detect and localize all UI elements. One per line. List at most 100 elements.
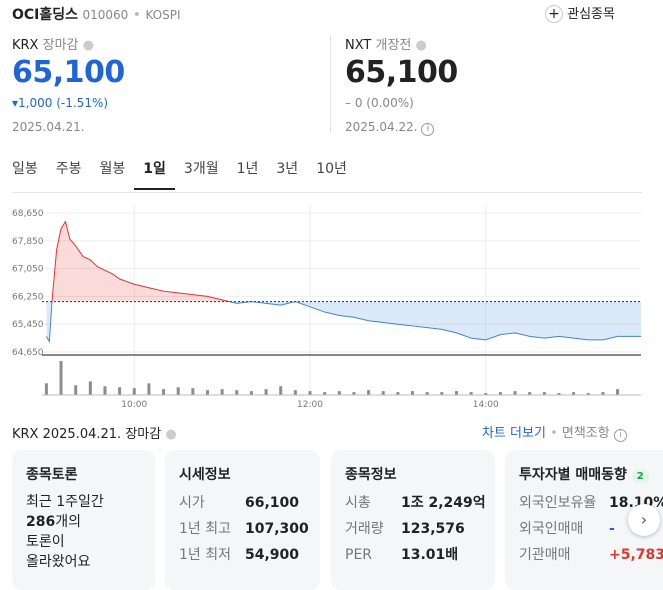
tab[interactable]: 3개월: [183, 161, 219, 177]
info-row: PER 13.01배: [345, 544, 458, 564]
row-value: -: [609, 521, 615, 537]
krx-market: KRX: [12, 38, 39, 53]
disclaimer[interactable]: 면책조항: [561, 426, 610, 441]
x-tick-label: 10:00: [121, 400, 147, 410]
chart-more[interactable]: 차트 더보기: [482, 426, 546, 441]
card-title: 종목정보: [345, 467, 397, 483]
info-row: 시총 1조 2,249억: [345, 492, 486, 512]
tab[interactable]: 1년: [236, 161, 259, 177]
tabs-divider: [12, 192, 642, 193]
volume-bar: [249, 391, 253, 395]
row-label: 1년 최고: [179, 521, 231, 537]
tab[interactable]: 주봉: [55, 161, 82, 177]
volume-bar: [279, 386, 283, 395]
volume-bar: [205, 390, 209, 395]
tab[interactable]: 일봉: [12, 161, 38, 177]
krx-price: 65,100: [12, 55, 125, 90]
y-tick-label: 68,650: [12, 209, 44, 219]
nxt-label: NXT 개장전 ●: [345, 38, 427, 53]
stock-name: OCI홀딩스: [12, 7, 79, 23]
volume-bar: [337, 391, 341, 395]
tab[interactable]: 10년: [316, 161, 347, 177]
krx-change-pct: (-1.51%): [56, 96, 109, 110]
row-label: 거래량: [345, 521, 384, 537]
text: 토론이: [26, 534, 65, 550]
volume-bar: [601, 392, 605, 395]
info-row: 1년 최고 107,300: [179, 518, 309, 538]
area-fill: [46, 301, 641, 342]
text: 올라왔어요: [26, 554, 91, 570]
volume-bar: [44, 383, 48, 395]
next-button[interactable]: ›: [628, 504, 660, 536]
period-tabs: 일봉 주봉 월봉 1일 3개월 1년 3년 10년: [12, 158, 356, 190]
row-value: 13.01배: [401, 547, 459, 563]
price-line: [51, 220, 297, 302]
y-tick-label: 65,450: [12, 320, 44, 330]
row-label: PER: [345, 547, 373, 563]
info-row: 기관매매 +5,783: [519, 544, 663, 564]
y-tick-label: 66,250: [12, 292, 44, 302]
info-row: 외국인매매 -: [519, 518, 615, 538]
row-value: 107,300: [245, 521, 309, 537]
volume-bar: [103, 386, 107, 395]
info-row: 거래량 123,576: [345, 518, 465, 538]
volume-bar: [264, 389, 268, 395]
badge: 2: [631, 470, 649, 483]
info-row: 시가 66,100: [179, 492, 299, 512]
volume-bar: [367, 390, 371, 395]
volume-bar: [440, 392, 444, 395]
nxt-change-pct: (0.00%): [366, 96, 414, 110]
header: OCI홀딩스 010060 • KOSPI: [12, 7, 181, 23]
nxt-change-value: 0: [354, 96, 363, 110]
volume-bar: [513, 391, 517, 395]
discussion-text: 최근 1주일간 286개의 토론이 올라왔어요: [26, 492, 104, 572]
volume-bar: [118, 387, 122, 395]
discussion-card[interactable]: 종목토론 최근 1주일간 286개의 토론이 올라왔어요: [12, 450, 155, 590]
volume-bar: [396, 392, 400, 395]
krx-status: 장마감: [42, 38, 79, 53]
volume-bar: [132, 388, 136, 395]
chart-info: KRX 2025.04.21. 장마감 ●: [12, 427, 177, 442]
nxt-market: NXT: [345, 38, 372, 53]
volume-bar: [147, 383, 151, 395]
market: KOSPI: [145, 8, 181, 22]
volume-bar: [528, 392, 532, 395]
volume-bar: [59, 360, 63, 395]
stock-code: 010060: [82, 8, 129, 22]
volume-bar: [616, 389, 620, 395]
y-tick-label: 67,050: [12, 265, 44, 275]
title-text: 투자자별 매매동향: [519, 467, 627, 483]
volume-bar: [542, 392, 546, 395]
card-title: 시세정보: [179, 467, 231, 483]
row-value: 123,576: [401, 521, 465, 537]
info-row: 1년 최저 54,900: [179, 544, 299, 564]
count: 286: [26, 514, 56, 530]
watch-button[interactable]: + 관심종목: [545, 3, 615, 23]
y-tick-label: 67,850: [12, 237, 44, 247]
volume-bar: [191, 388, 195, 395]
y-tick-label: 64,650: [12, 348, 44, 358]
info-market: KRX: [12, 427, 39, 442]
tab[interactable]: 월봉: [99, 161, 126, 177]
info-date: 2025.04.21.: [42, 427, 122, 442]
tab[interactable]: 1일: [134, 158, 175, 190]
row-value: 54,900: [245, 547, 300, 563]
divider: [330, 34, 331, 134]
nxt-date-text: 2025.04.22.: [345, 120, 418, 134]
info-status: 장마감: [125, 427, 162, 442]
volume-bar: [557, 393, 561, 395]
volume-bar: [74, 385, 78, 395]
volume-bar: [220, 389, 224, 395]
x-tick-label: 14:00: [473, 400, 499, 410]
volume-bar: [308, 391, 312, 395]
tab[interactable]: 3년: [276, 161, 299, 177]
watch-label[interactable]: 관심종목: [567, 7, 615, 22]
nxt-change: – 0 (0.00%): [345, 96, 414, 110]
krx-label: KRX 장마감 ●: [12, 38, 94, 53]
row-label: 외국인보유율: [519, 495, 597, 511]
volume-bar: [572, 392, 576, 395]
row-label: 1년 최저: [179, 547, 231, 563]
